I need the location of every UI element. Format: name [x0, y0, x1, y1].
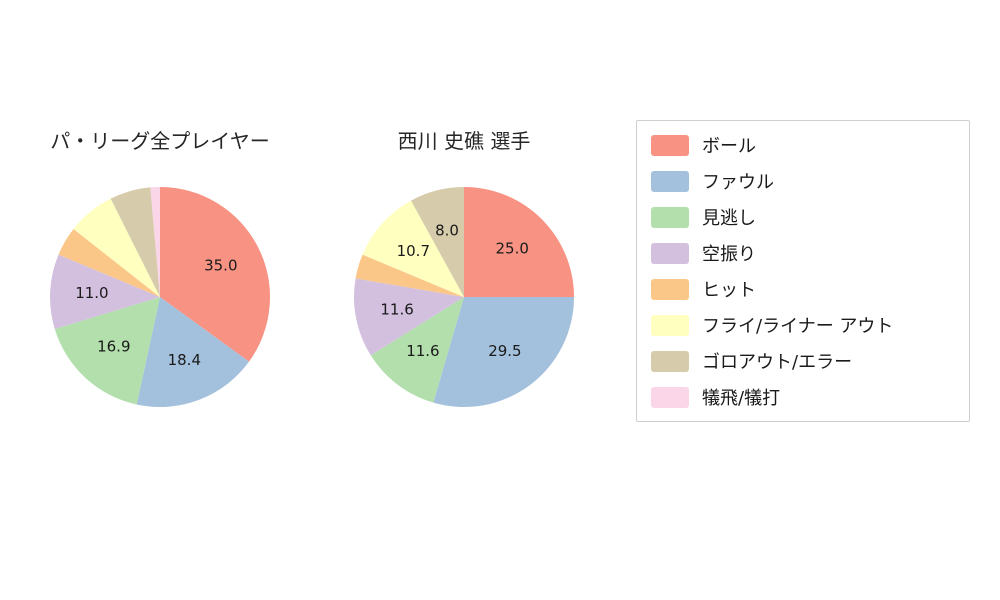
legend-swatch [651, 278, 689, 300]
legend-item: ヒット [651, 271, 955, 307]
legend-swatch [651, 242, 689, 264]
legend-item: 犠飛/犠打 [651, 379, 955, 415]
legend-label: 見逃し [702, 208, 756, 229]
legend-label: ファウル [702, 172, 774, 193]
pie-slice-label: 11.6 [406, 342, 439, 360]
legend-item: ボール [651, 127, 955, 163]
pie-slice [73, 198, 160, 297]
legend-label: ヒット [702, 280, 756, 301]
legend-swatch [651, 206, 689, 228]
legend-label: ゴロアウト/エラー [702, 352, 853, 373]
legend-item: 見逃し [651, 199, 955, 235]
legend-swatch [651, 134, 689, 156]
pie-slice-label: 11.6 [380, 301, 413, 319]
pie-chart-league: 35.0 18.4 16.9 11.0 [50, 187, 271, 408]
pie-slice [370, 297, 464, 403]
pie-slice-label: 25.0 [495, 239, 528, 257]
legend-item: 空振り [651, 235, 955, 271]
pie-slice [354, 278, 464, 356]
chart-title-player: 西川 史礁 選手 [397, 129, 531, 153]
pie-slice [54, 297, 160, 405]
legend-item: ファウル [651, 163, 955, 199]
pie-slice-label: 16.9 [97, 338, 130, 356]
legend-label: 犠飛/犠打 [702, 388, 781, 409]
pie-slice [464, 187, 574, 297]
pie-slice [411, 187, 464, 297]
pie-chart-player: 25.0 29.5 11.6 11.6 10.7 8.0 [354, 187, 574, 407]
legend-label: フライ/ライナー アウト [702, 316, 894, 337]
pie-slice [355, 254, 464, 297]
legend: ボールファウル見逃し空振りヒットフライ/ライナー アウト ゴロアウト/エラー 犠飛/… [636, 120, 970, 422]
pie-slice [136, 297, 249, 408]
legend-swatch [651, 386, 689, 408]
legend-label: 空振り [702, 244, 756, 265]
pie-slice-label: 8.0 [435, 221, 459, 239]
pie-slice-label: 10.7 [397, 242, 430, 260]
pie-slice [150, 187, 160, 297]
legend-item: ゴロアウト/エラー [651, 343, 955, 379]
pie-slice [50, 254, 160, 330]
pie-slice-label: 29.5 [488, 342, 521, 360]
chart-title-league: パ・リーグ全プレイヤー [50, 129, 270, 153]
legend-swatch [651, 350, 689, 372]
pie-slice [58, 229, 160, 297]
pie-slice-label: 18.4 [168, 351, 201, 369]
legend-swatch [651, 314, 689, 336]
legend-label: ボール [702, 136, 756, 157]
pie-slice [160, 187, 271, 362]
legend-item: フライ/ライナー アウト [651, 307, 955, 343]
pie-slice [110, 187, 160, 297]
legend-swatch [651, 170, 689, 192]
pie-slice [362, 200, 464, 297]
pie-slice [433, 297, 574, 407]
pie-slice-label: 11.0 [75, 284, 108, 302]
pie-slice-label: 35.0 [204, 257, 237, 275]
